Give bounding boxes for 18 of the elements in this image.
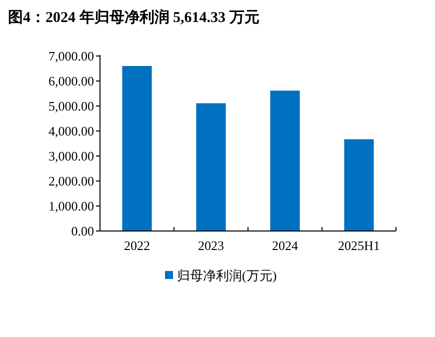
bar (196, 103, 226, 231)
x-tick-label: 2022 (124, 238, 150, 253)
x-tick-label: 2024 (272, 238, 298, 253)
y-tick-label: 3,000.00 (48, 148, 94, 164)
bar (344, 139, 374, 231)
x-tick-label: 2025H1 (338, 238, 380, 253)
y-tick-label: 0.00 (71, 224, 94, 238)
chart-title: 图4：2024 年归母净利润 5,614.33 万元 (8, 8, 260, 26)
y-tick-label: 4,000.00 (48, 124, 94, 138)
y-tick-label: 5,000.00 (48, 98, 94, 114)
y-tick-label: 1,000.00 (48, 198, 94, 214)
y-tick-label: 7,000.00 (48, 48, 94, 64)
y-tick-label: 6,000.00 (48, 74, 94, 88)
bar (122, 66, 152, 231)
legend-label: 归母净利润(万元) (177, 268, 277, 283)
bar (270, 90, 300, 231)
x-tick-label: 2023 (198, 238, 224, 253)
y-tick-label: 2,000.00 (48, 174, 94, 188)
